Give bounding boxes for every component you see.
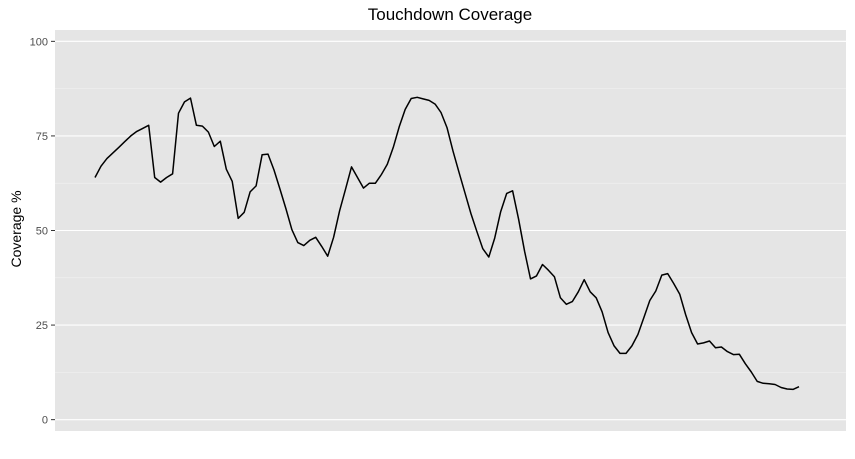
chart-title: Touchdown Coverage <box>368 5 532 24</box>
y-axis-label: Coverage % <box>8 190 24 267</box>
y-tick-label: 50 <box>36 226 48 238</box>
y-axis: 0 25 50 75 100 <box>30 36 55 427</box>
series-line <box>94 96 800 391</box>
y-tick-label: 75 <box>36 131 48 143</box>
y-tick-label: 25 <box>36 320 48 332</box>
y-tick-label: 100 <box>30 36 48 48</box>
grid-lines <box>55 40 846 421</box>
y-tick-label: 0 <box>42 415 48 427</box>
